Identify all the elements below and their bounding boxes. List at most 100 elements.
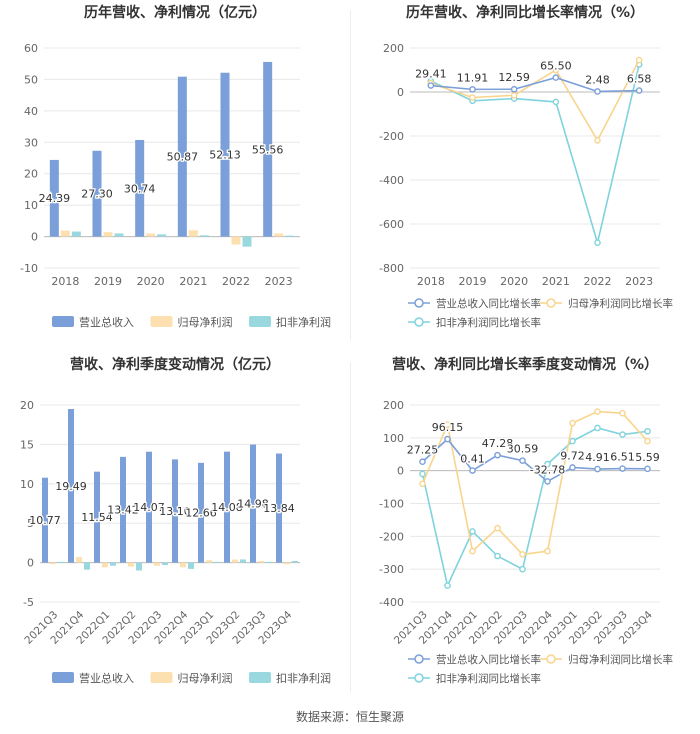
y-tick-label: 60 xyxy=(24,42,38,55)
data-point xyxy=(594,88,601,95)
x-tick-label: 2020 xyxy=(500,275,528,288)
bar xyxy=(284,562,290,565)
legend-swatch xyxy=(249,672,271,683)
y-tick-label: -600 xyxy=(379,218,404,231)
data-point xyxy=(469,547,476,555)
legend-label: 扣非净利润同比增长率 xyxy=(436,316,541,329)
chart-svg: 历年营收、净利同比增长率情况（%） -800 -600 -400 -200 0 200 201… xyxy=(379,4,673,329)
legend-marker xyxy=(414,317,424,327)
vertical-divider-lower xyxy=(350,362,351,692)
line-value-label: 9.72 xyxy=(560,449,585,462)
line-value-label: 12.59 xyxy=(498,71,530,84)
bar xyxy=(263,61,273,237)
data-point xyxy=(419,458,426,466)
data-point xyxy=(552,74,560,81)
bar-value-label: 52.13 xyxy=(209,149,241,162)
legend-swatch xyxy=(150,672,173,683)
bar xyxy=(146,451,152,563)
bar-value-label: 27.30 xyxy=(81,188,113,201)
bar xyxy=(172,459,178,563)
bar xyxy=(102,562,108,568)
data-point xyxy=(644,437,651,445)
data-point xyxy=(569,464,576,471)
y-tick-label: 200 xyxy=(383,42,404,55)
y-tick-label: 10 xyxy=(20,478,34,491)
line-value-label: -32.78 xyxy=(530,463,565,476)
y-tick-label: 50 xyxy=(24,73,38,86)
data-point xyxy=(619,465,626,472)
data-point xyxy=(419,470,426,478)
bar xyxy=(177,76,187,237)
bar xyxy=(274,233,284,237)
bar xyxy=(199,235,209,237)
data-point xyxy=(644,427,651,435)
chart-title: 营收、净利同比增长率季度变动情况（%） xyxy=(392,356,658,373)
series-line xyxy=(421,437,648,483)
legend-label: 归母净利润 xyxy=(178,671,233,685)
bar xyxy=(60,230,70,237)
y-tick-label: -100 xyxy=(379,498,404,511)
y-tick-label: -300 xyxy=(379,563,404,576)
bar xyxy=(68,409,74,563)
legend-swatch xyxy=(249,316,271,327)
bar xyxy=(240,559,246,563)
y-tick-label: -200 xyxy=(379,130,404,143)
bar xyxy=(136,562,142,571)
bar xyxy=(94,471,100,563)
x-tick-label: 2021 xyxy=(179,275,207,288)
data-point xyxy=(469,86,476,93)
line-value-label: 27.25 xyxy=(407,444,439,457)
bar xyxy=(50,562,56,565)
bar-value-label: 55.56 xyxy=(252,143,284,156)
data-point xyxy=(469,94,476,101)
line-value-label: 4.91 xyxy=(585,451,610,464)
bar-value-label: 30.74 xyxy=(124,182,156,195)
y-tick-label: -200 xyxy=(379,530,404,543)
legend-swatch xyxy=(150,316,173,327)
bar-value-label: 13.10 xyxy=(159,505,191,518)
bar xyxy=(224,451,230,563)
y-tick-label: 40 xyxy=(24,105,38,118)
data-point xyxy=(619,409,626,417)
x-tick-label: 2022 xyxy=(584,275,612,288)
y-tick-label: -800 xyxy=(379,262,404,275)
annual-revenue-profit-chart: 历年营收、净利情况（亿元） -10 0 10 20 30 40 50 60 2018 2019 202… xyxy=(0,0,350,352)
y-tick-label: 200 xyxy=(383,399,404,412)
legend-label: 营业总收入同比增长率 xyxy=(436,653,541,666)
y-tick-label: 20 xyxy=(20,399,34,412)
legend-label: 归母净利润同比增长率 xyxy=(568,297,673,310)
y-tick-label: 30 xyxy=(24,136,38,149)
bar xyxy=(188,562,194,569)
y-tick-label: -400 xyxy=(379,596,404,609)
y-tick-label: -5 xyxy=(23,596,34,609)
data-point xyxy=(635,87,643,94)
bar-value-label: 14.07 xyxy=(133,501,165,514)
legend-label: 归母净利润同比增长率 xyxy=(568,653,673,666)
data-point xyxy=(594,239,601,246)
bar xyxy=(276,453,282,563)
bar xyxy=(231,236,241,245)
bar xyxy=(162,562,168,565)
data-point xyxy=(494,451,501,459)
data-point xyxy=(444,435,451,443)
bar xyxy=(92,150,102,237)
line-value-label: 29.41 xyxy=(415,68,447,81)
chart-title: 历年营收、净利情况（亿元） xyxy=(84,4,266,21)
data-point xyxy=(635,56,643,64)
data-point xyxy=(544,460,551,468)
bar xyxy=(154,562,160,566)
line-value-label: 47.28 xyxy=(482,437,514,450)
legend-label: 扣非净利润同比增长率 xyxy=(436,672,541,685)
y-tick-label: 5 xyxy=(27,517,34,530)
bar xyxy=(71,231,81,237)
line-value-label: 0.41 xyxy=(460,453,485,466)
x-tick-label: 2023 xyxy=(625,275,653,288)
data-source-footer: 数据来源：恒生聚源 xyxy=(295,710,404,724)
chart-svg: 营收、净利季度变动情况（亿元）-5051015202021Q32021Q4202… xyxy=(20,356,331,685)
data-point xyxy=(569,437,576,445)
bar xyxy=(242,236,252,247)
data-point xyxy=(519,565,526,573)
data-point xyxy=(594,137,601,144)
bar-value-label: 50.87 xyxy=(167,151,199,164)
quarterly-revenue-profit-chart: 营收、净利季度变动情况（亿元） -5 0 5 10 15 20 2021Q3 2021Q4 202… xyxy=(0,352,350,704)
